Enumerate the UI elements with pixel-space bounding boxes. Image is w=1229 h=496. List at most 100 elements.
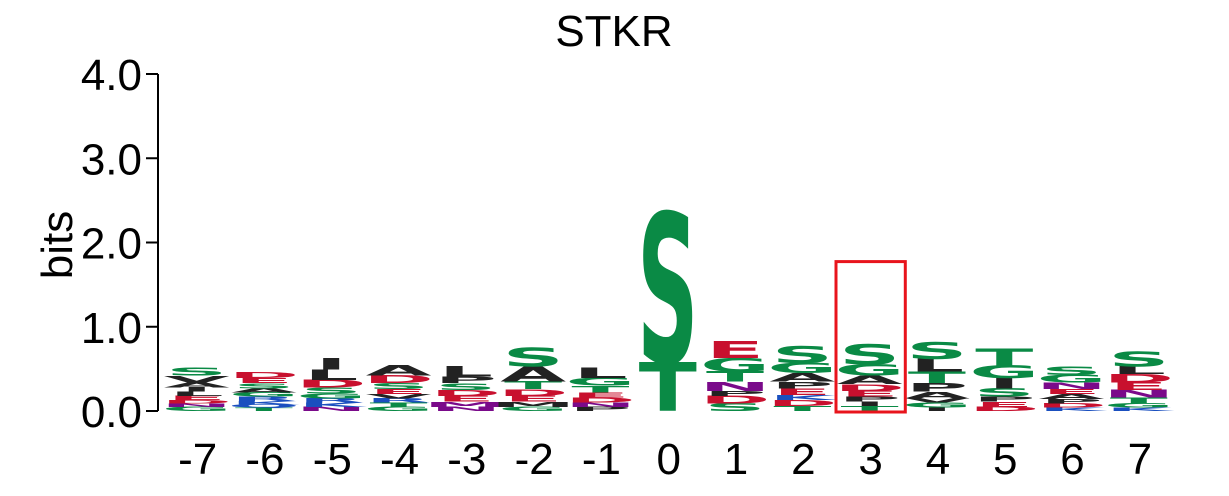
logo-letter-E: E xyxy=(571,391,629,399)
logo-letter-S: S xyxy=(1041,364,1102,377)
x-tick-label: 6 xyxy=(1060,435,1084,484)
y-tick-label: 2.0 xyxy=(81,220,142,269)
x-tick-label: -4 xyxy=(380,435,419,484)
logo-letter-G: G xyxy=(700,354,770,376)
logo-letter-N: N xyxy=(565,402,636,409)
logo-letter-T: T xyxy=(773,405,831,413)
logo-letter-S: S xyxy=(435,382,496,393)
logo-letter-R: R xyxy=(298,397,364,404)
logo-letter-V: V xyxy=(366,393,432,400)
logo-letter-G: G xyxy=(296,392,366,400)
chart-title: STKR xyxy=(555,7,672,56)
logo-letter-R: R xyxy=(231,396,297,403)
logo-letter-V: V xyxy=(904,397,970,404)
logo-letter-K: K xyxy=(1039,407,1108,412)
logo-letter-E: E xyxy=(706,336,764,363)
logo-letter-G: G xyxy=(162,406,232,413)
logo-letter-D: D xyxy=(834,382,905,393)
logo-letter-P: P xyxy=(973,395,1035,403)
logo-letter-D: D xyxy=(1104,372,1175,385)
logo-letter-S: S xyxy=(502,343,563,373)
logo-letter-M: M xyxy=(423,400,508,408)
logo-letter-G: G xyxy=(498,406,568,413)
logo-letter-N: N xyxy=(699,379,770,394)
x-tick-label: 5 xyxy=(993,435,1017,484)
logo-letter-K: K xyxy=(298,402,367,409)
logo-letter-L: L xyxy=(304,367,358,383)
logo-letter-G: G xyxy=(364,406,434,413)
logo-letter-P: P xyxy=(1040,398,1102,405)
x-tick-label: 7 xyxy=(1128,435,1152,484)
logo-letter-A: A xyxy=(164,381,230,389)
logo-letter-N: N xyxy=(1036,381,1107,392)
x-axis-tick-labels: -7 -6 -5 -4 -3 -2 -1 0 1 2 3 4 5 6 7 xyxy=(178,435,1152,484)
logo-letter-S: S xyxy=(166,366,227,378)
logo-column-0: TS xyxy=(637,173,698,428)
x-tick-label: -1 xyxy=(582,435,621,484)
logo-letter-T: T xyxy=(908,368,966,387)
logo-letter-D: D xyxy=(565,396,636,404)
logo-letter-G: G xyxy=(1104,402,1174,409)
logo-letter-A: A xyxy=(1039,393,1105,401)
logo-letter-D: D xyxy=(700,394,771,406)
logo-letter-D: D xyxy=(161,399,232,404)
y-tick-label: 3.0 xyxy=(81,135,142,184)
logo-letter-D: D xyxy=(969,406,1040,413)
logo-letter-E: E xyxy=(841,389,899,398)
logo-letter-P: P xyxy=(906,381,968,394)
logo-letter-S: S xyxy=(233,382,294,390)
logo-letter-E: E xyxy=(235,377,293,385)
logo-letter-G: G xyxy=(566,376,636,388)
logo-letter-T: T xyxy=(1110,396,1168,405)
logo-letter-S: S xyxy=(704,402,765,414)
logo-letter-I: I xyxy=(921,407,953,412)
logo-letter-M: M xyxy=(491,400,576,408)
logo-letter-S: S xyxy=(839,338,900,370)
x-tick-label: 2 xyxy=(791,435,815,484)
logo-letter-T: T xyxy=(841,405,899,413)
x-tick-label: -7 xyxy=(178,435,217,484)
x-tick-label: -6 xyxy=(245,435,284,484)
x-tick-label: 0 xyxy=(657,435,681,484)
logo-letter-T: T xyxy=(706,369,765,385)
logo-letter-K: K xyxy=(1106,407,1175,412)
x-tick-label: 1 xyxy=(724,435,748,484)
logo-letter-D: D xyxy=(431,388,502,397)
logo-letter-A: A xyxy=(231,387,297,394)
y-axis-label: bits xyxy=(33,211,82,279)
logo-letter-A: A xyxy=(904,390,970,401)
logo-letter-E: E xyxy=(369,388,427,396)
logo-letter-L: L xyxy=(170,391,224,398)
x-tick-label: 4 xyxy=(926,435,950,484)
logo-letter-E: E xyxy=(1110,381,1168,393)
logo-letter-D: D xyxy=(229,371,300,380)
x-tick-label: 3 xyxy=(858,435,882,484)
logo-letter-D: D xyxy=(1036,402,1107,409)
logo-letter-V: V xyxy=(164,374,230,385)
y-tick-label: 0.0 xyxy=(81,388,142,437)
logo-letter-A: A xyxy=(366,363,432,379)
logo-letter-K: K xyxy=(231,400,300,405)
logo-letter-P: P xyxy=(704,390,766,398)
logo-letter-G: G xyxy=(1037,373,1107,385)
logo-stacks: GNDELIAVSTQKRGASEDNKRGSDLIGTRVESDANMEDSP… xyxy=(161,173,1175,428)
logo-letter-Q: Q xyxy=(228,403,300,408)
logo-letter-I: I xyxy=(181,386,213,393)
logo-letter-A: A xyxy=(837,374,903,387)
logo-letter-S: S xyxy=(772,342,833,369)
logo-letter-G: G xyxy=(902,401,972,409)
logo-letter-S: S xyxy=(1108,347,1169,371)
logo-letter-N: N xyxy=(296,406,367,413)
logo-letter-G: G xyxy=(969,362,1039,382)
logo-letter-T: T xyxy=(571,384,629,395)
x-tick-label: -2 xyxy=(515,435,554,484)
logo-letter-E: E xyxy=(437,394,495,403)
